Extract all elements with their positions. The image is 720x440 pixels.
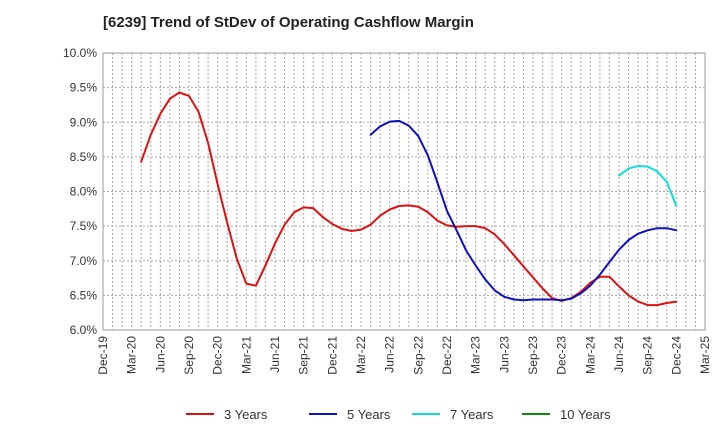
y-tick-label: 7.0% (70, 254, 98, 268)
y-tick-label: 8.0% (70, 185, 98, 199)
series-line-5-years (369, 119, 678, 302)
x-tick-label: Dec-24 (669, 336, 683, 375)
x-tick-label: Dec-19 (96, 336, 110, 375)
x-tick-label: Jun-21 (268, 336, 282, 373)
x-tick-label: Jun-22 (383, 336, 397, 373)
legend-label-7-years: 7 Years (450, 407, 494, 422)
x-tick-label: Dec-20 (211, 336, 225, 375)
series-line-3-years (140, 91, 678, 307)
x-tick-label: Mar-22 (354, 336, 368, 374)
x-tick-label: Dec-21 (325, 336, 339, 375)
x-tick-label: Sep-23 (526, 336, 540, 375)
x-tick-label: Sep-24 (641, 336, 655, 375)
x-tick-label: Sep-22 (411, 336, 425, 375)
legend-label-5-years: 5 Years (347, 407, 391, 422)
x-tick-label: Jun-20 (153, 336, 167, 373)
y-tick-label: 9.0% (70, 115, 98, 129)
chart-title: [6239] Trend of StDev of Operating Cashf… (103, 14, 474, 31)
grid (103, 53, 705, 330)
series-line-7-years (618, 164, 678, 207)
x-tick-label: Dec-23 (555, 336, 569, 375)
legend-label-3-years: 3 Years (224, 407, 268, 422)
x-tick-label: Mar-21 (239, 336, 253, 374)
x-axis: Dec-19 Mar-20 Jun-20 Sep-20 Dec-20 Mar-21 Jun-… (96, 336, 712, 375)
series-layer (140, 91, 678, 307)
y-tick-label: 6.5% (70, 288, 98, 302)
x-tick-label: Dec-22 (440, 336, 454, 375)
y-tick-label: 8.5% (70, 150, 98, 164)
x-tick-label: Mar-24 (583, 336, 597, 374)
x-tick-label: Mar-25 (698, 336, 712, 374)
legend-label-10-years: 10 Years (560, 407, 611, 422)
y-axis: 6.0% 6.5% 7.0% 7.5% 8.0% 8.5% 9.0% 9.5% 10.0% (63, 46, 97, 337)
x-tick-label: Sep-20 (182, 336, 196, 375)
x-tick-label: Mar-23 (469, 336, 483, 374)
legend: 3 Years 5 Years 7 Years 10 Years (186, 407, 611, 422)
x-tick-label: Jun-24 (612, 336, 626, 373)
x-tick-label: Jun-23 (497, 336, 511, 373)
y-tick-label: 7.5% (70, 219, 98, 233)
x-tick-label: Sep-21 (297, 336, 311, 375)
y-tick-label: 9.5% (70, 81, 98, 95)
x-tick-label: Mar-20 (125, 336, 139, 374)
y-tick-label: 6.0% (70, 323, 98, 337)
y-tick-label: 10.0% (63, 46, 97, 60)
